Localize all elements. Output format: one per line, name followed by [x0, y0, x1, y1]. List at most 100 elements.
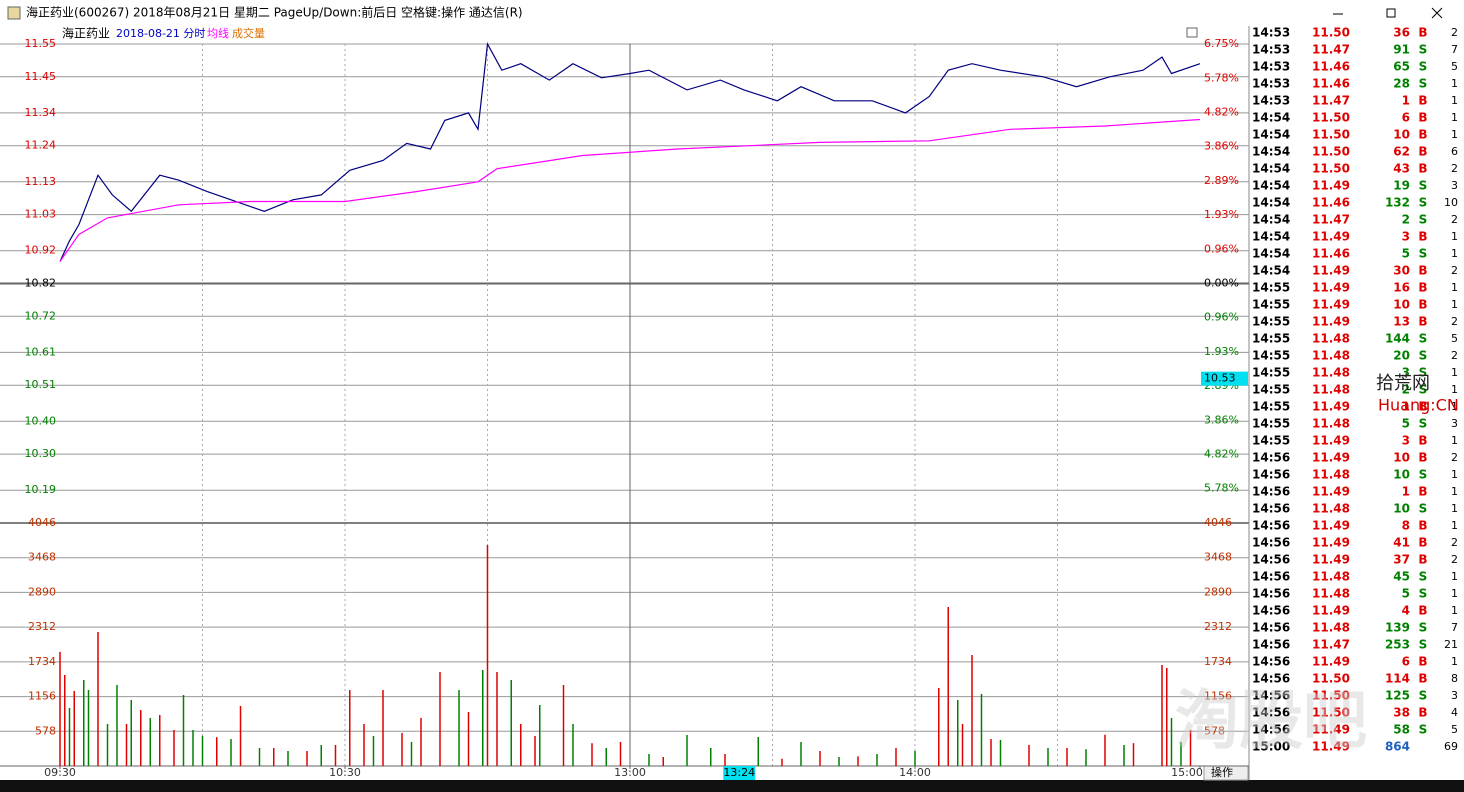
trade-time: 14:56 — [1252, 706, 1290, 720]
trade-count: 21 — [1444, 638, 1458, 651]
trade-price: 11.50 — [1312, 26, 1350, 40]
trade-time: 14:55 — [1252, 417, 1290, 431]
trade-volume: 38 — [1393, 706, 1410, 720]
trade-side: S — [1419, 468, 1428, 482]
panel-toggle[interactable] — [1186, 27, 1198, 38]
cursor-x-box — [723, 766, 756, 780]
trade-price: 11.48 — [1312, 417, 1350, 431]
trade-time: 14:56 — [1252, 638, 1290, 652]
trade-side: B — [1418, 655, 1427, 669]
trade-time: 14:56 — [1252, 536, 1290, 550]
trade-price: 11.50 — [1312, 145, 1350, 159]
trade-side: B — [1418, 672, 1427, 686]
trade-time: 14:54 — [1252, 247, 1290, 261]
trade-side: S — [1419, 570, 1428, 584]
trade-time: 14:54 — [1252, 111, 1290, 125]
trade-price: 11.50 — [1312, 706, 1350, 720]
trade-volume: 1 — [1402, 400, 1410, 414]
trade-side: B — [1418, 230, 1427, 244]
trade-time: 14:55 — [1252, 400, 1290, 414]
trade-volume: 5 — [1402, 417, 1410, 431]
trade-side: B — [1418, 451, 1427, 465]
trade-time: 14:55 — [1252, 281, 1290, 295]
title-bar — [0, 0, 1464, 26]
trade-side: B — [1418, 604, 1427, 618]
maximize-button[interactable] — [1386, 8, 1396, 18]
trade-volume: 3 — [1402, 434, 1410, 448]
trade-time: 14:56 — [1252, 468, 1290, 482]
trade-count: 1 — [1451, 434, 1458, 447]
close-button[interactable] — [1431, 7, 1443, 19]
trade-volume: 132 — [1385, 196, 1410, 210]
trade-price: 11.49 — [1312, 298, 1350, 312]
trade-side: S — [1419, 247, 1428, 261]
trade-side: B — [1418, 264, 1427, 278]
volume-legend: 成交量 — [232, 26, 265, 40]
trade-time: 14:56 — [1252, 723, 1290, 737]
y2-tick-label: 6.75% — [1204, 37, 1239, 50]
y-tick-label: 10.30 — [25, 447, 57, 460]
trade-price: 11.50 — [1312, 672, 1350, 686]
trade-time: 14:56 — [1252, 502, 1290, 516]
trade-count: 10 — [1444, 196, 1458, 209]
trade-time: 14:54 — [1252, 196, 1290, 210]
trade-volume: 10 — [1393, 298, 1410, 312]
trade-volume: 28 — [1393, 77, 1410, 91]
trade-count: 1 — [1451, 247, 1458, 260]
trade-volume: 37 — [1393, 553, 1410, 567]
trade-price: 11.49 — [1312, 264, 1350, 278]
cursor-y-label: 10.53 — [1204, 372, 1236, 385]
volume-tick-label: 2890 — [28, 585, 56, 598]
trade-side: B — [1418, 485, 1427, 499]
trade-count: 1 — [1451, 485, 1458, 498]
y2-tick-label: 4.82% — [1204, 105, 1239, 118]
trade-price: 11.50 — [1312, 689, 1350, 703]
app-icon — [7, 6, 21, 20]
trade-price: 11.48 — [1312, 621, 1350, 635]
trade-time: 14:54 — [1252, 230, 1290, 244]
trade-side: S — [1419, 43, 1428, 57]
trade-price: 11.49 — [1312, 655, 1350, 669]
trade-side: S — [1419, 77, 1428, 91]
trade-side: B — [1418, 281, 1427, 295]
volume-tick-label: 1734 — [28, 655, 56, 668]
trade-time: 14:56 — [1252, 451, 1290, 465]
trade-count: 1 — [1451, 519, 1458, 532]
volume-tick-label-right: 3468 — [1204, 551, 1232, 564]
trade-volume: 6 — [1402, 111, 1410, 125]
trade-time: 14:56 — [1252, 485, 1290, 499]
trade-volume: 1 — [1402, 94, 1410, 108]
trade-time: 14:56 — [1252, 655, 1290, 669]
trade-side: B — [1418, 519, 1427, 533]
y-tick-label: 10.19 — [25, 483, 57, 496]
trade-price: 11.49 — [1312, 281, 1350, 295]
trade-volume: 30 — [1393, 264, 1410, 278]
volume-tick-label: 3468 — [28, 551, 56, 564]
y2-tick-label: 4.82% — [1204, 448, 1239, 461]
y2-tick-label: 2.89% — [1204, 174, 1239, 187]
trade-time: 14:54 — [1252, 264, 1290, 278]
trade-side: B — [1418, 145, 1427, 159]
trade-time: 14:54 — [1252, 128, 1290, 142]
trade-price: 11.46 — [1312, 77, 1350, 91]
x-tick-label: 13:00 — [614, 766, 646, 779]
trade-count: 1 — [1451, 128, 1458, 141]
trade-count: 1 — [1451, 502, 1458, 515]
trade-count: 2 — [1451, 26, 1458, 39]
y2-tick-label: 5.78% — [1204, 482, 1239, 495]
trade-volume: 4 — [1402, 604, 1410, 618]
trade-time: 14:54 — [1252, 179, 1290, 193]
trade-count: 3 — [1451, 417, 1458, 430]
trade-time: 14:55 — [1252, 315, 1290, 329]
trade-time: 14:55 — [1252, 434, 1290, 448]
trade-count: 1 — [1451, 298, 1458, 311]
trade-side: S — [1419, 587, 1428, 601]
trade-volume: 253 — [1385, 638, 1410, 652]
trade-price: 11.49 — [1312, 315, 1350, 329]
trade-price: 11.49 — [1312, 485, 1350, 499]
y-tick-label: 10.72 — [25, 309, 57, 322]
trade-time: 14:55 — [1252, 383, 1290, 397]
trade-price: 11.49 — [1312, 604, 1350, 618]
volume-tick-label: 578 — [35, 724, 56, 737]
